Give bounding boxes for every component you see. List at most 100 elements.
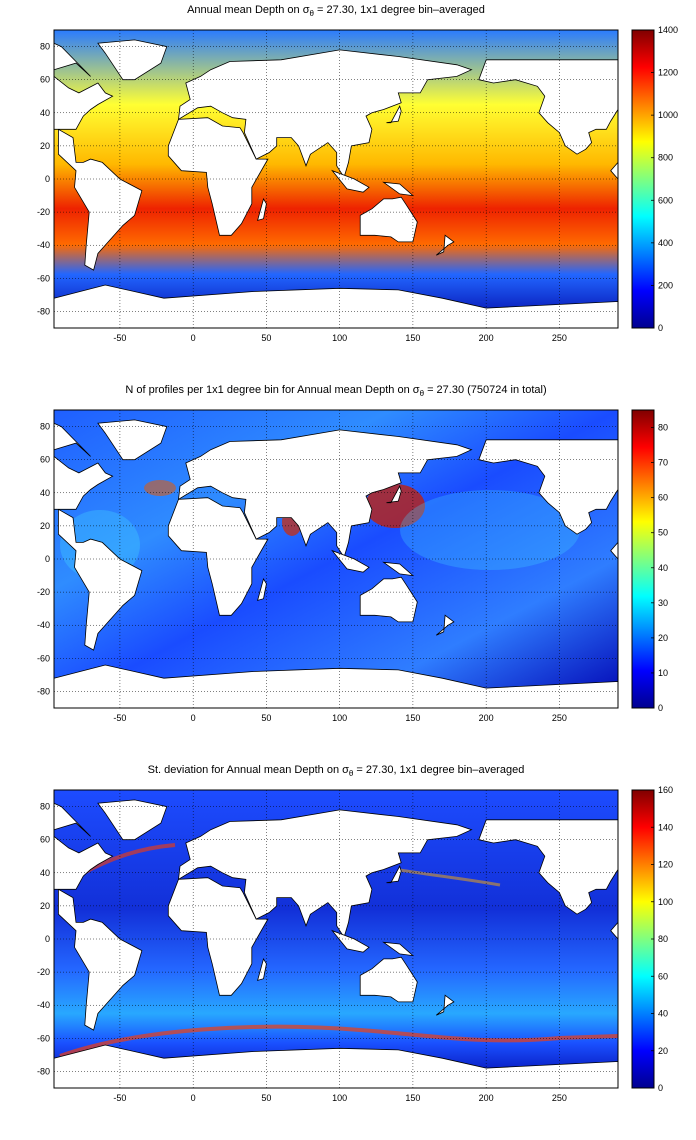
x-tick-label: 200 xyxy=(479,333,494,343)
land-polygon xyxy=(359,576,418,623)
colorbar-scale xyxy=(631,409,655,709)
land-polygon xyxy=(436,994,455,1016)
y-tick-label: 20 xyxy=(40,521,50,531)
colorbar-scale xyxy=(631,789,655,1089)
colorbar-tick-label: 40 xyxy=(658,1009,668,1019)
land-polygon xyxy=(331,549,370,573)
x-tick-label: 50 xyxy=(261,1093,271,1103)
land-polygon xyxy=(478,439,619,535)
land-polygon xyxy=(436,234,455,256)
x-axis-ticks: -50 0 50 100 150 200 250 xyxy=(113,713,567,723)
x-tick-label: 50 xyxy=(261,333,271,343)
colorbar-tick-label: 40 xyxy=(658,563,668,573)
x-tick-label: 0 xyxy=(191,1093,196,1103)
y-tick-label: 40 xyxy=(40,868,50,878)
colorbar-tick-label: 600 xyxy=(658,195,673,205)
land-polygon xyxy=(58,508,143,651)
panel-profile-count: N of profiles per 1x1 degree bin for Ann… xyxy=(0,380,696,760)
colorbar-tick-label: 60 xyxy=(658,971,668,981)
colorbar-tick-label: 0 xyxy=(658,703,663,713)
map-frame xyxy=(53,29,619,329)
land-masks xyxy=(53,419,619,709)
map-figure: -50 0 50 100 150 200 250 806040200-20-40-60-80… xyxy=(37,409,668,723)
colorbar-tick-label: 60 xyxy=(658,493,668,503)
colorbar-tick-label: 800 xyxy=(658,153,673,163)
colorbar-ticks: 0 200 400 600 800 1000 1200 1400 xyxy=(651,25,678,333)
land-polygon xyxy=(331,929,370,953)
y-tick-label: 0 xyxy=(45,554,50,564)
land-polygon xyxy=(178,49,473,179)
colorbar: 0 20 40 60 80 100 120 140 160 xyxy=(631,785,673,1093)
land-polygon xyxy=(386,105,402,124)
land-polygon xyxy=(257,577,267,601)
y-tick-label: 80 xyxy=(40,802,50,812)
y-axis-ticks: 80 60 40 20 0 -20 -40 -60 -80 xyxy=(37,422,50,697)
land-polygon xyxy=(53,75,114,130)
y-tick-label: 20 xyxy=(40,141,50,151)
colorbar-tick-label: 160 xyxy=(658,785,673,795)
colorbar-tick-label: 140 xyxy=(658,822,673,832)
y-tick-label: 80 xyxy=(40,422,50,432)
colorbar-tick-label: 0 xyxy=(658,323,663,333)
land-polygon xyxy=(97,39,168,81)
y-tick-label: 0 xyxy=(45,934,50,944)
y-tick-label: 20 xyxy=(40,901,50,911)
land-polygon xyxy=(386,865,402,884)
x-tick-label: 250 xyxy=(552,333,567,343)
colorbar: 0 200 400 600 800 1000 1200 1400 xyxy=(631,25,678,333)
x-tick-label: -50 xyxy=(113,333,126,343)
colorbar-tick-label: 100 xyxy=(658,897,673,907)
colorbar-tick-label: 30 xyxy=(658,598,668,608)
colorbar-tick-label: 10 xyxy=(658,668,668,678)
land-polygon xyxy=(386,485,402,504)
map-figure: -50 0 50 100 150 200 250 806040200-20-40-60-80… xyxy=(37,25,678,343)
y-tick-label: -80 xyxy=(37,306,50,316)
y-tick-label: -60 xyxy=(37,273,50,283)
land-polygon xyxy=(97,419,168,461)
colorbar-tick-label: 200 xyxy=(658,280,673,290)
y-tick-label: 0 xyxy=(45,174,50,184)
colorbar-tick-label: 1000 xyxy=(658,110,678,120)
y-tick-label: -80 xyxy=(37,686,50,696)
colorbar-tick-label: 400 xyxy=(658,238,673,248)
x-tick-label: 250 xyxy=(552,713,567,723)
y-tick-label: -20 xyxy=(37,967,50,977)
land-masks xyxy=(53,799,619,1089)
x-tick-label: 150 xyxy=(405,333,420,343)
land-polygon xyxy=(359,196,418,243)
land-polygon xyxy=(53,835,114,890)
y-tick-label: 40 xyxy=(40,108,50,118)
y-tick-label: 60 xyxy=(40,455,50,465)
colorbar-tick-label: 50 xyxy=(658,528,668,538)
y-axis-ticks: 80 60 40 20 0 -20 -40 -60 -80 xyxy=(37,802,50,1077)
x-tick-label: 200 xyxy=(479,1093,494,1103)
y-tick-label: 40 xyxy=(40,488,50,498)
grid-lines xyxy=(54,410,618,708)
x-tick-label: 100 xyxy=(332,1093,347,1103)
land-polygon xyxy=(331,169,370,193)
land-polygon xyxy=(436,614,455,636)
map-frame xyxy=(53,789,619,1089)
x-tick-label: -50 xyxy=(113,713,126,723)
colorbar-tick-label: 20 xyxy=(658,1046,668,1056)
y-tick-label: 80 xyxy=(40,42,50,52)
colorbar-tick-label: 80 xyxy=(658,934,668,944)
colorbar-tick-label: 1400 xyxy=(658,25,678,35)
x-axis-ticks: -50 0 50 100 150 200 250 xyxy=(113,333,567,343)
y-tick-label: -20 xyxy=(37,587,50,597)
y-tick-label: -60 xyxy=(37,1033,50,1043)
panel-title: N of profiles per 1x1 degree bin for Ann… xyxy=(125,384,547,399)
x-tick-label: -50 xyxy=(113,1093,126,1103)
panel-title: Annual mean Depth on σθ = 27.30, 1x1 deg… xyxy=(187,4,485,19)
y-tick-label: -20 xyxy=(37,207,50,217)
colorbar-ticks: 0 20 40 60 80 100 120 140 160 xyxy=(651,785,673,1093)
x-tick-label: 200 xyxy=(479,713,494,723)
land-polygon xyxy=(97,799,168,841)
x-tick-label: 100 xyxy=(332,713,347,723)
land-polygon xyxy=(257,197,267,221)
y-tick-label: -60 xyxy=(37,653,50,663)
y-tick-label: 60 xyxy=(40,835,50,845)
